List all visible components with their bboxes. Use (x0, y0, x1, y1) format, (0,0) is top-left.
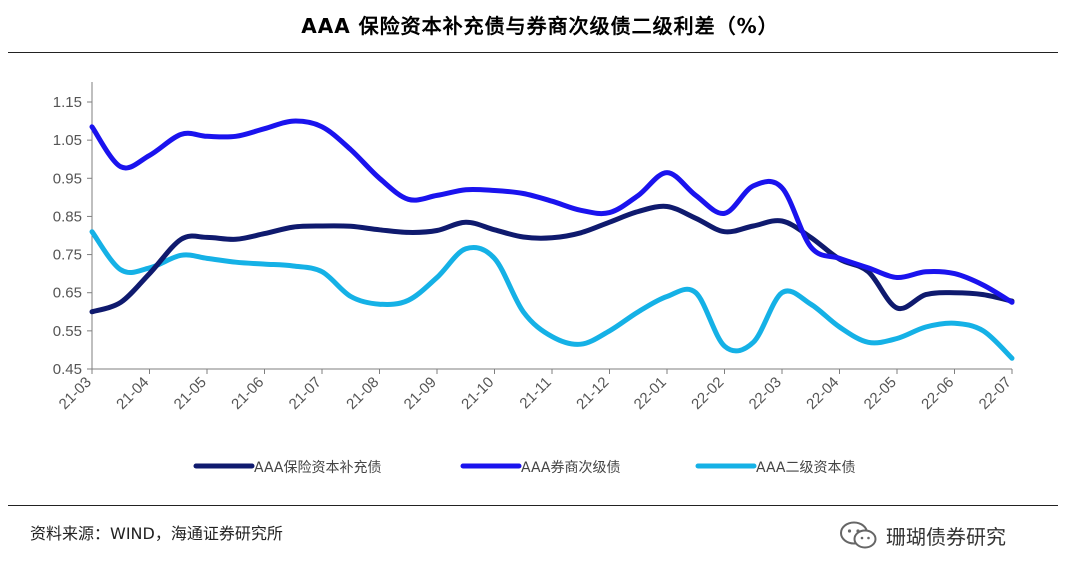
series-lines (89, 118, 1015, 361)
x-tick-label: 22-07 (976, 374, 1015, 413)
x-tick-label: 21-10 (458, 374, 497, 413)
x-tick-label: 22-02 (688, 374, 727, 413)
x-tick-label: 21-11 (516, 374, 554, 412)
y-tick-label: 0.45 (53, 361, 82, 378)
x-tick-label: 22-06 (918, 374, 957, 413)
x-tick-label: 21-04 (113, 374, 152, 413)
bottom-divider (8, 505, 1058, 506)
legend-label-1: AAA保险资本补充债 (254, 460, 382, 476)
x-axis-ticks: 21-03 21-04 21-05 21-06 21-07 21-08 21-09 21-10… (56, 369, 1015, 413)
watermark: 珊瑚债券研究 (838, 520, 1006, 550)
x-tick-label: 21-06 (228, 374, 267, 413)
chart-title: AAA 保险资本补充债与券商次级债二级利差（%） (301, 14, 779, 38)
y-axis-ticks: 1.15 1.05 0.95 0.85 0.75 0.65 0.55 0.45 (53, 94, 92, 378)
x-tick-label: 21-07 (286, 374, 325, 413)
top-divider (8, 52, 1058, 53)
watermark-text: 珊瑚债券研究 (886, 524, 1006, 549)
series-line-3 (89, 229, 1015, 361)
source-note: 资料来源：WIND，海通证券研究所 (30, 524, 283, 543)
x-tick-label: 22-05 (861, 374, 900, 413)
y-tick-label: 0.75 (53, 247, 82, 264)
y-tick-label: 1.15 (53, 94, 82, 111)
y-tick-label: 0.95 (53, 170, 82, 187)
x-tick-label: 21-05 (171, 374, 210, 413)
y-tick-label: 1.05 (53, 132, 82, 149)
y-tick-label: 0.85 (53, 208, 82, 225)
legend: AAA保险资本补充债 AAA券商次级债 AAA二级资本债 (193, 460, 856, 476)
series-line-2 (89, 118, 1015, 305)
x-tick-label: 22-04 (803, 374, 842, 413)
y-tick-label: 0.55 (53, 323, 82, 340)
x-tick-label: 21-12 (573, 374, 612, 413)
y-tick-label: 0.65 (53, 285, 82, 302)
x-tick-label: 22-01 (631, 374, 670, 413)
x-tick-label: 22-03 (746, 374, 785, 413)
legend-label-2: AAA券商次级债 (521, 460, 621, 476)
x-tick-label: 21-03 (56, 374, 95, 413)
legend-label-3: AAA二级资本债 (756, 460, 856, 476)
x-tick-label: 21-08 (343, 374, 382, 413)
wechat-logo-icon (840, 521, 877, 549)
x-tick-label: 21-09 (401, 374, 440, 413)
